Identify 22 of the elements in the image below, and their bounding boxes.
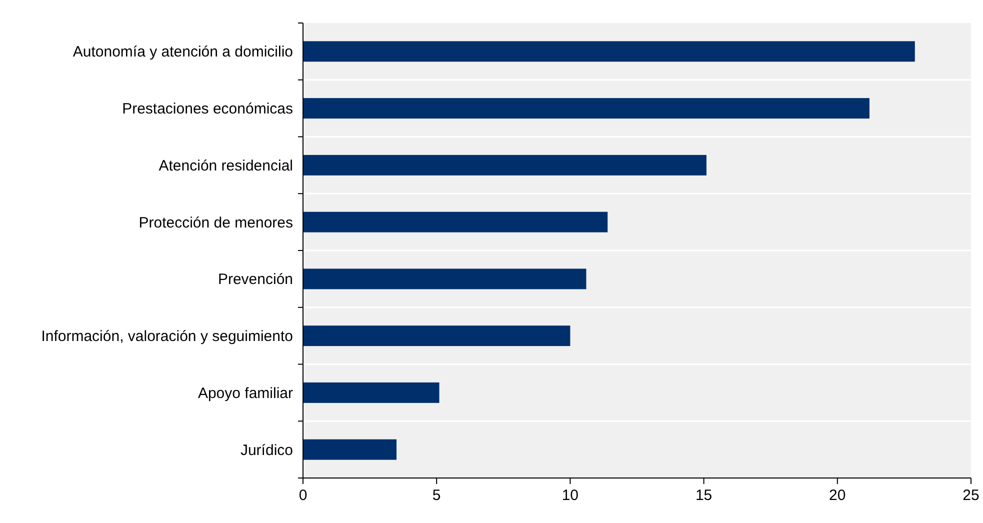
x-tick-label: 10 (562, 487, 579, 504)
x-tick-label: 25 (962, 487, 980, 504)
y-tick-label: Prevención (218, 271, 293, 288)
y-tick-label: Protección de menores (138, 214, 293, 232)
y-tick-label: Atención residencial (158, 157, 293, 174)
bar (303, 382, 440, 403)
y-tick-label: Apoyo familiar (198, 384, 293, 402)
bar (303, 98, 870, 119)
x-tick-label: 5 (432, 487, 441, 504)
bar (303, 326, 570, 346)
bar (303, 439, 397, 460)
y-tick-label: Autonomía y atención a domicilio (72, 44, 293, 61)
y-tick-label: Información, valoración y seguimiento (41, 328, 293, 346)
bar (303, 154, 706, 176)
x-tick-label: 0 (298, 487, 308, 504)
y-tick-label: Jurídico (240, 442, 293, 459)
y-tick-label: Prestaciones económicas (122, 100, 293, 118)
bar (303, 41, 915, 62)
x-tick-label: 15 (695, 487, 712, 504)
x-tick-label: 20 (829, 487, 846, 504)
bar (303, 212, 608, 232)
bar (303, 268, 586, 290)
